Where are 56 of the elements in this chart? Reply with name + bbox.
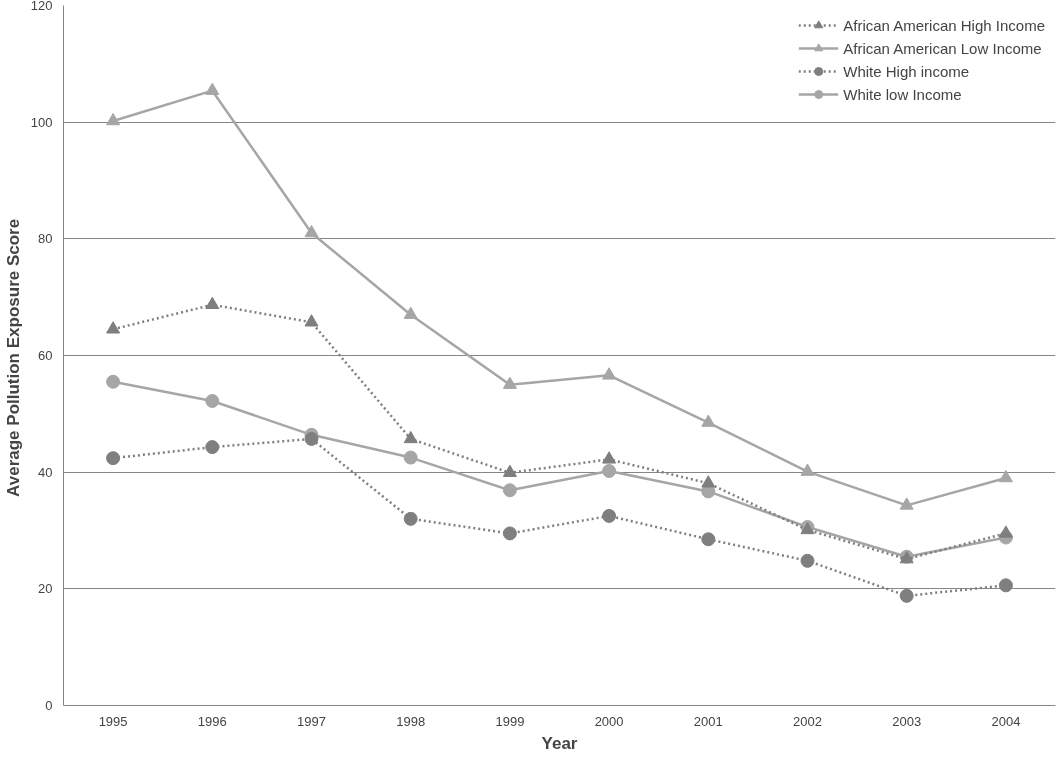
point: [403, 306, 418, 319]
point: [502, 526, 517, 541]
point: [502, 464, 517, 477]
point: [304, 224, 319, 238]
point: [899, 497, 914, 510]
y-tick-label: 120: [30, 0, 53, 13]
point: [106, 451, 121, 466]
point: [304, 431, 319, 446]
x-tick-label: 2002: [793, 713, 822, 729]
point: [502, 483, 517, 498]
point: [701, 475, 716, 488]
point: [701, 532, 716, 547]
x-tick-label: 1996: [197, 713, 227, 729]
point: [106, 374, 121, 389]
point: [800, 553, 815, 568]
point: [800, 463, 815, 476]
y-tick-label: 0: [45, 698, 53, 713]
point: [899, 588, 914, 603]
y-axis-title: Average Pollution Exposure Score: [3, 218, 23, 497]
x-tick-label: 1999: [495, 713, 525, 729]
x-tick-label: 2001: [693, 713, 723, 729]
point: [403, 430, 418, 444]
x-tick-label: 2003: [892, 713, 922, 729]
y-tick-label: 100: [30, 114, 53, 130]
point: [106, 321, 121, 334]
x-tick-label: 2000: [594, 713, 624, 729]
point: [205, 440, 220, 455]
point: [403, 450, 418, 465]
point: [602, 464, 617, 478]
x-tick-label: 1995: [98, 713, 128, 729]
point: [998, 469, 1013, 483]
point: [602, 451, 617, 464]
y-tick-label: 20: [38, 581, 53, 597]
x-tick-label: 1997: [297, 713, 326, 729]
legend-label: White low Income: [843, 85, 962, 103]
point: [304, 314, 319, 327]
point: [502, 376, 517, 389]
y-tick-label: 60: [38, 348, 53, 363]
point: [602, 508, 617, 523]
legend-label: White High income: [843, 62, 970, 80]
point: [205, 296, 220, 309]
point: [998, 525, 1013, 538]
point: [998, 578, 1013, 593]
point: [205, 82, 220, 95]
point: [403, 511, 418, 526]
point: [106, 112, 121, 126]
legend-label: African American Low Income: [843, 39, 1042, 57]
x-tick-label: 2004: [991, 713, 1021, 729]
point: [701, 414, 716, 427]
point: [602, 367, 617, 380]
x-axis-title: Year: [541, 733, 578, 753]
point: [205, 394, 220, 408]
y-tick-label: 80: [38, 231, 53, 247]
legend-label: African American High Income: [843, 16, 1045, 34]
x-tick-label: 1998: [396, 713, 426, 729]
y-tick-label: 40: [38, 464, 53, 480]
